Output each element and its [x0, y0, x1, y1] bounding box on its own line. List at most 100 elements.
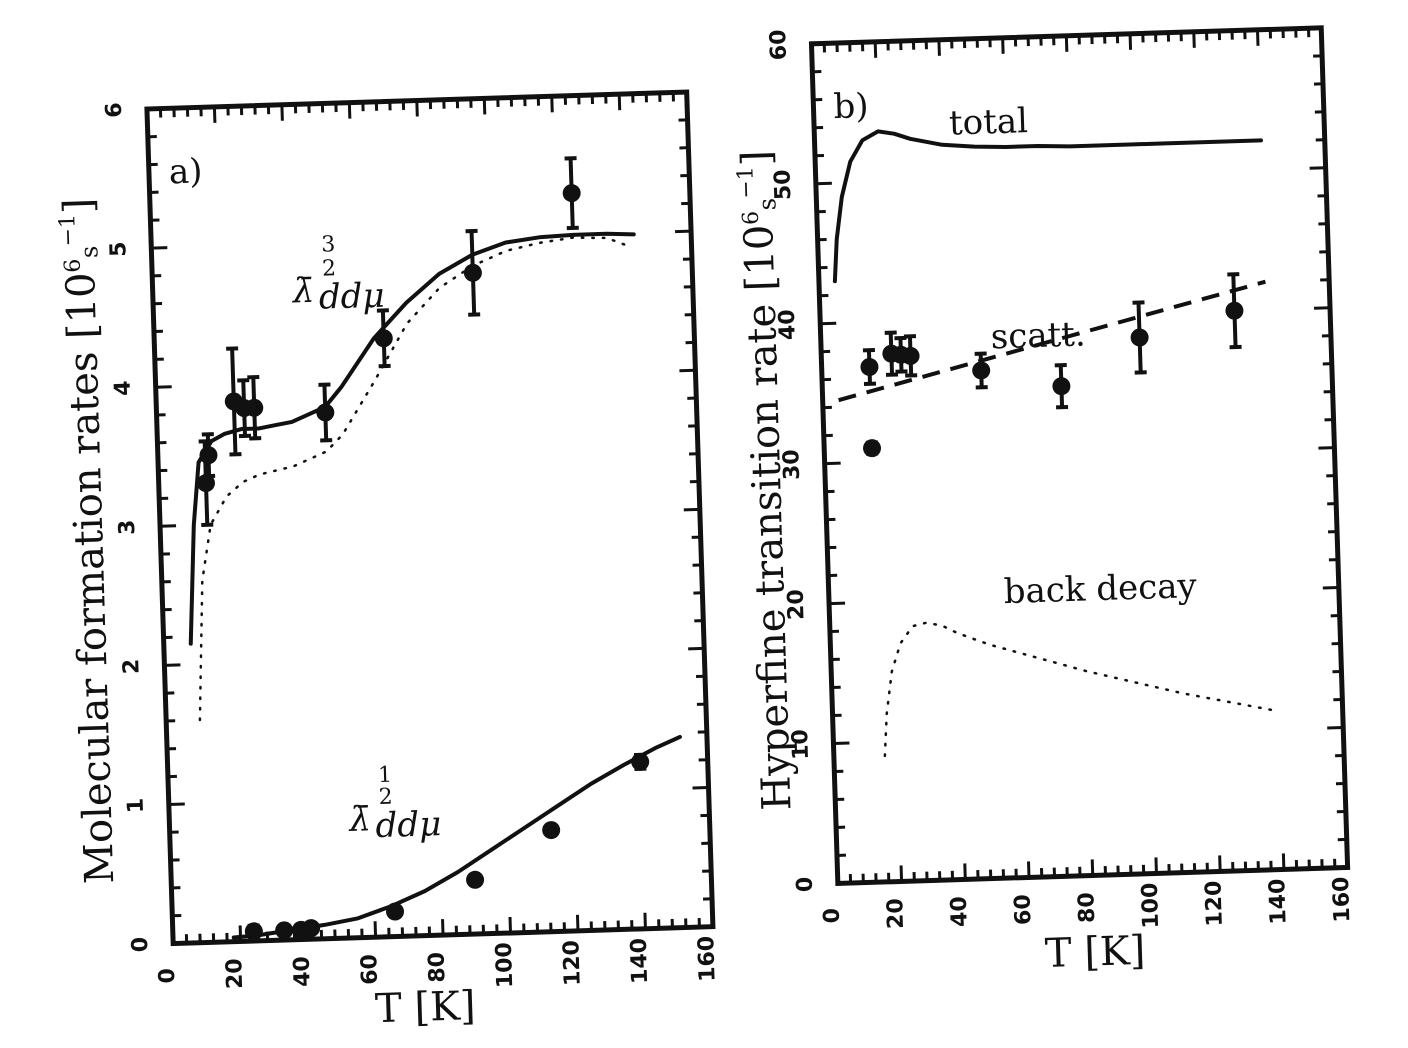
x-tick [510, 917, 511, 933]
panel-a-label: a) [168, 151, 203, 192]
y-tick [151, 248, 167, 249]
x-tick [1347, 851, 1348, 867]
y-tick [169, 804, 185, 805]
x-tick-label: 60 [1011, 894, 1037, 925]
total-curve [830, 119, 1265, 281]
data-point [631, 753, 650, 772]
y-tick-right [1318, 448, 1334, 449]
data-point [464, 264, 483, 283]
panel-b-y-axis-sup2: −1 [733, 166, 759, 199]
y-tick-right [697, 927, 713, 928]
x-tick-label: 40 [290, 956, 316, 987]
x-tick-top [1321, 28, 1322, 44]
x-tick-label: 20 [883, 898, 909, 929]
x-tick-label: 40 [947, 896, 973, 927]
panel-b-ticks [811, 28, 1347, 884]
x-tick [837, 867, 838, 883]
x-tick [965, 863, 966, 879]
series-label-1-2-sub: ddμ [375, 804, 442, 846]
x-tick [577, 915, 578, 931]
x-tick [1220, 855, 1221, 871]
x-tick-top [282, 105, 283, 121]
series-label-3-2-base: λ̄ [290, 271, 315, 312]
x-tick-top [1130, 34, 1131, 50]
x-tick [375, 921, 376, 937]
data-point [1225, 301, 1244, 320]
y-tick-right [684, 509, 700, 510]
x-tick [240, 925, 241, 941]
data-point [860, 358, 879, 377]
x-tick-top [417, 101, 418, 117]
panel-b-y-axis-mid: s [753, 198, 781, 211]
y-tick [816, 183, 832, 184]
data-point [275, 921, 294, 940]
back-decay-curve [881, 612, 1280, 756]
y-tick-label: 4 [110, 380, 135, 396]
dotted-curve [185, 236, 645, 720]
panel-a-y-axis-sup2: −1 [55, 214, 81, 247]
y-tick-right [693, 788, 709, 789]
y-tick [811, 43, 827, 44]
x-tick-top [1258, 30, 1259, 46]
y-tick [164, 665, 180, 666]
y-tick [825, 463, 841, 464]
panel-b-label: b) [833, 86, 869, 127]
curve-label-total: total [948, 101, 1028, 143]
x-tick-label: 140 [627, 938, 653, 985]
fit-curve [178, 233, 646, 644]
x-tick-label: 20 [222, 958, 248, 989]
panel-a-y-axis-title: Molecular formation rates [106s−1] [55, 197, 124, 884]
fit-curve [228, 737, 686, 938]
x-tick-top [687, 92, 688, 108]
data-point [1130, 328, 1149, 347]
x-tick [901, 865, 902, 881]
series-label-1-2: λ̄ 1 2 ddμ [346, 761, 442, 847]
x-tick-label: 0 [820, 908, 845, 924]
data-point [466, 871, 485, 890]
y-tick-right [1332, 867, 1348, 868]
panel-b-y-axis-end: ] [734, 150, 780, 167]
panel-a-x-axis-title: T [K] [374, 983, 476, 1032]
data-point [199, 446, 218, 465]
y-tick [156, 387, 172, 388]
panel-b-x-axis-title: T [K] [1044, 928, 1146, 977]
x-tick [1029, 861, 1030, 877]
x-tick-top [147, 109, 148, 125]
data-point [542, 821, 561, 840]
x-tick [1156, 857, 1157, 873]
panel-a-y-axis-end: ] [56, 197, 102, 214]
x-tick [645, 913, 646, 929]
y-tick-right [1314, 308, 1330, 309]
x-tick-label: 100 [1138, 882, 1164, 929]
y-tick-label: 1 [124, 797, 149, 813]
x-tick-label: 120 [559, 940, 585, 987]
x-tick [173, 928, 174, 944]
x-tick-label: 120 [1201, 880, 1227, 927]
x-tick-top [811, 44, 812, 60]
panel-b-curves [830, 119, 1280, 757]
x-tick [443, 919, 444, 935]
y-tick [833, 743, 849, 744]
y-tick-right [1323, 588, 1339, 589]
panel-a-y-axis-main: Molecular formation rates [10 [58, 272, 123, 885]
x-tick-label: 60 [357, 954, 383, 985]
data-point [863, 439, 882, 458]
x-tick [1092, 859, 1093, 875]
y-tick-right [1327, 727, 1343, 728]
x-tick-top [1066, 36, 1067, 52]
panel-b-y-axis-sup1: 6 [739, 211, 764, 226]
x-tick-label: 140 [1265, 878, 1291, 925]
x-tick-label: 80 [1074, 892, 1100, 923]
y-tick [160, 526, 176, 527]
curve-label-scatt: scatt. [990, 314, 1086, 357]
x-tick-top [349, 103, 350, 119]
x-tick-top [214, 107, 215, 123]
y-tick-label: 0 [128, 937, 153, 953]
x-tick-top [619, 94, 620, 110]
x-tick-top [939, 40, 940, 56]
x-tick-top [875, 42, 876, 58]
x-tick [1283, 853, 1284, 869]
